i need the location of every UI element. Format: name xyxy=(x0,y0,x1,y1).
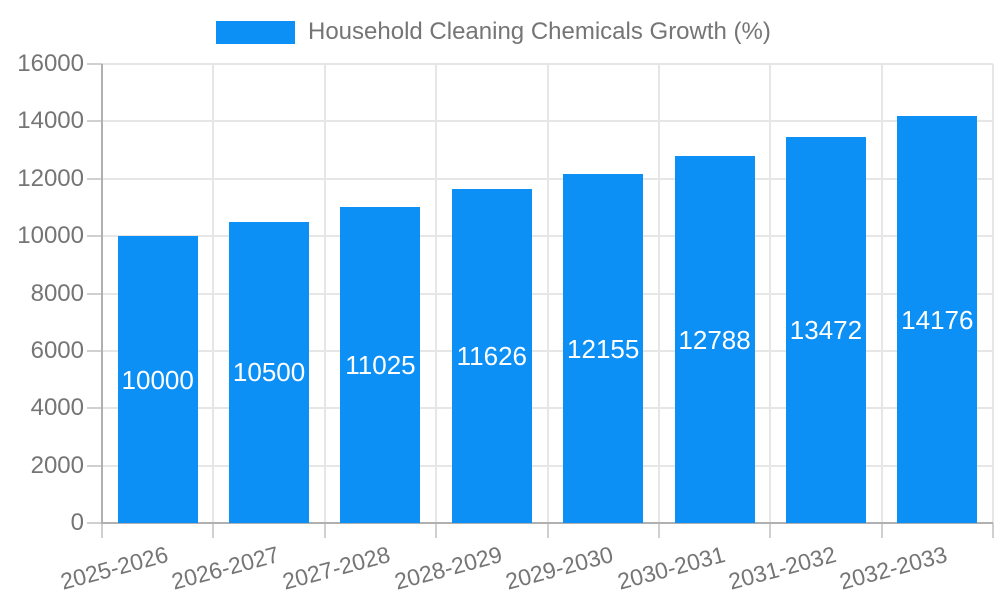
bar[interactable]: 12155 xyxy=(563,174,644,523)
x-axis-tick xyxy=(546,523,549,538)
x-axis-tick xyxy=(323,523,326,538)
bar-value-label: 12788 xyxy=(678,324,751,355)
x-axis-label: 2025-2026 xyxy=(57,541,171,595)
gridline-vertical xyxy=(435,64,438,523)
x-axis-line xyxy=(102,522,993,524)
y-axis-tick xyxy=(87,63,102,65)
y-axis-label: 4000 xyxy=(30,394,84,422)
x-axis-label: 2030-2031 xyxy=(614,541,728,595)
y-axis-label: 16000 xyxy=(17,50,84,77)
bar[interactable]: 12788 xyxy=(674,156,755,523)
x-axis-tick xyxy=(992,523,994,538)
bar[interactable]: 10500 xyxy=(229,221,310,523)
x-axis-label: 2029-2030 xyxy=(502,541,616,595)
gridline-vertical xyxy=(880,64,883,523)
y-axis-label: 8000 xyxy=(30,279,84,307)
y-axis-label: 6000 xyxy=(30,336,84,364)
legend-swatch-icon xyxy=(216,20,295,44)
y-axis-label: 0 xyxy=(70,509,84,536)
legend-label: Household Cleaning Chemicals Growth (%) xyxy=(308,18,771,45)
y-axis-tick xyxy=(87,120,102,123)
x-axis-tick xyxy=(657,523,660,538)
y-axis-line xyxy=(101,64,103,524)
gridline-vertical xyxy=(212,64,215,523)
x-axis-label: 2027-2028 xyxy=(280,541,394,595)
bar[interactable]: 14176 xyxy=(897,116,978,523)
gridline-vertical xyxy=(657,64,660,523)
bar-value-label: 11025 xyxy=(345,349,416,380)
bar-value-label: 10000 xyxy=(121,364,194,395)
x-axis-tick xyxy=(101,523,103,538)
gridline-vertical xyxy=(323,64,326,523)
y-axis-tick xyxy=(87,292,102,295)
bar-value-label: 12155 xyxy=(567,333,640,364)
bar[interactable]: 10000 xyxy=(117,236,198,523)
x-axis-tick xyxy=(769,523,772,538)
bar[interactable]: 13472 xyxy=(785,136,866,523)
y-axis-label: 12000 xyxy=(17,164,84,192)
gridline-vertical xyxy=(769,64,772,523)
x-axis-tick xyxy=(880,523,883,538)
x-axis-label: 2026-2027 xyxy=(168,541,282,595)
x-axis-label: 2032-2033 xyxy=(837,541,951,595)
bar-value-label: 14176 xyxy=(901,304,974,335)
x-axis-label: 2031-2032 xyxy=(725,541,839,595)
y-axis-tick xyxy=(87,349,102,352)
y-axis-tick xyxy=(87,464,102,467)
y-axis-label: 14000 xyxy=(17,107,84,135)
x-axis-tick xyxy=(435,523,438,538)
x-axis-label: 2028-2029 xyxy=(391,541,505,595)
y-axis-tick xyxy=(87,235,102,238)
y-axis-tick xyxy=(87,177,102,180)
y-axis-tick xyxy=(87,522,102,524)
y-axis-tick xyxy=(87,407,102,410)
bar-value-label: 11626 xyxy=(456,341,527,372)
bar-value-label: 13472 xyxy=(789,314,863,345)
gridline-vertical xyxy=(546,64,549,523)
gridline-vertical xyxy=(992,64,994,523)
bar[interactable]: 11025 xyxy=(340,206,421,523)
chart-legend[interactable]: Household Cleaning Chemicals Growth (%) xyxy=(216,18,771,46)
y-axis-label: 2000 xyxy=(30,451,84,479)
bar-value-label: 10500 xyxy=(232,357,306,388)
x-axis-tick xyxy=(212,523,215,538)
bar[interactable]: 11626 xyxy=(451,189,532,523)
y-axis-label: 10000 xyxy=(17,222,84,250)
